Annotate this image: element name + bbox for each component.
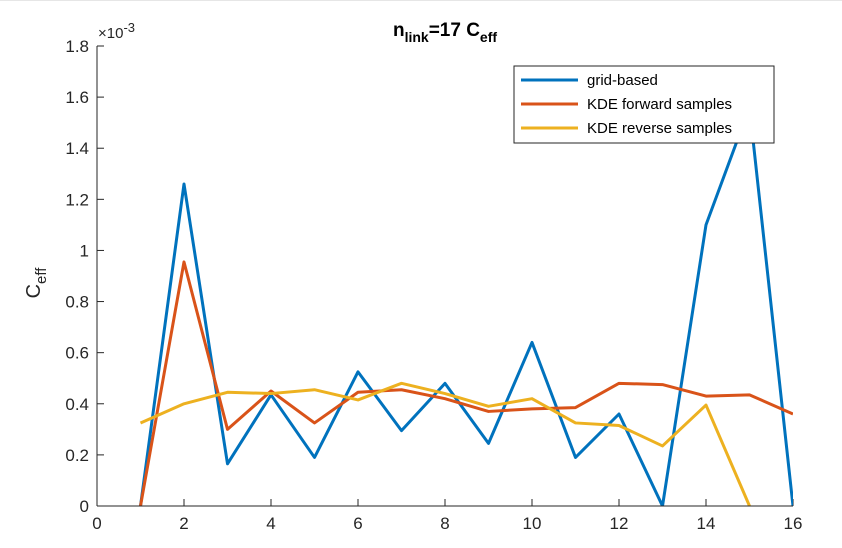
legend-label: KDE forward samples <box>587 96 732 113</box>
x-tick-label: 14 <box>697 514 716 533</box>
y-tick-label: 1.2 <box>65 190 89 209</box>
title-sub: link <box>405 29 429 45</box>
y-tick-label: 1 <box>80 241 89 260</box>
title-sub2: eff <box>480 29 497 45</box>
series-layer <box>139 105 793 506</box>
x-tick-label: 16 <box>784 514 803 533</box>
series-line-3 <box>139 381 751 506</box>
x-tick-label: 6 <box>353 514 362 533</box>
x-tick-label: 0 <box>92 514 101 533</box>
y-tick-label: 0.4 <box>65 395 89 414</box>
y-exponent-power: -3 <box>123 20 135 35</box>
x-tick-label: 2 <box>179 514 188 533</box>
title-mid: =17 C <box>429 20 481 41</box>
x-tick-label: 12 <box>610 514 629 533</box>
legend-label: KDE reverse samples <box>587 120 732 137</box>
ylabel-sub: eff <box>33 267 50 284</box>
y-exponent-prefix: ×10 <box>98 25 123 42</box>
y-tick-label: 0.2 <box>65 446 89 465</box>
y-exponent-label: ×10-3 <box>98 20 135 42</box>
legend: grid-based KDE forward samples KDE reverse… <box>513 65 775 144</box>
y-tick-label: 0.8 <box>65 293 89 312</box>
series-line-1 <box>139 105 793 506</box>
x-tick-label: 10 <box>523 514 542 533</box>
y-axis-label: Ceff <box>23 267 50 299</box>
legend-label: grid-based <box>587 72 658 89</box>
series-line-2 <box>139 260 793 506</box>
ylabel-base: C <box>23 284 45 298</box>
x-tick-label: 4 <box>266 514 275 533</box>
chart-title: nlink=17 Ceff <box>393 20 497 45</box>
y-tick-label: 1.4 <box>65 139 89 158</box>
y-tick-label: 1.6 <box>65 88 89 107</box>
y-tick-label: 0.6 <box>65 344 89 363</box>
axis-ticks: 0 2 4 6 8 10 12 14 16 0 0.2 0.4 0.6 0.8 1 1.2 1.4 1.6 1.8 <box>65 37 802 533</box>
title-base: n <box>393 20 405 41</box>
x-tick-label: 8 <box>440 514 449 533</box>
y-tick-label: 1.8 <box>65 37 89 56</box>
y-tick-label: 0 <box>80 497 89 516</box>
